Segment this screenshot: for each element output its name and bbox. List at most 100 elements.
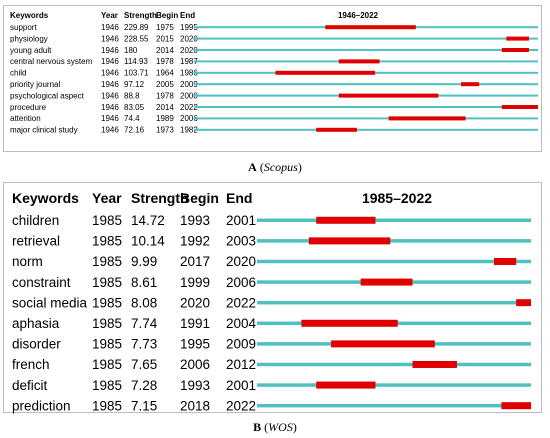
keyword-label: physiology xyxy=(10,34,48,43)
end-value: 2022 xyxy=(226,295,256,310)
end-value: 2001 xyxy=(226,378,256,393)
caption-letter: B xyxy=(253,420,262,434)
keyword-label: retrieval xyxy=(12,234,60,249)
burst-bar xyxy=(501,402,531,410)
keyword-label: aphasia xyxy=(12,316,60,331)
end-value: 2001 xyxy=(226,213,256,228)
timeline-baseline xyxy=(257,300,531,305)
timeline-baseline xyxy=(194,106,538,108)
header-year: Year xyxy=(101,11,118,20)
end-value: 2004 xyxy=(226,316,257,331)
year-value: 1946 xyxy=(101,46,119,55)
begin-value: 1991 xyxy=(180,316,210,331)
header-end: End xyxy=(180,11,195,20)
keyword-label: attention xyxy=(10,114,41,123)
burst-bar xyxy=(338,59,380,64)
strength-value: 7.73 xyxy=(131,337,157,352)
year-value: 1946 xyxy=(101,23,119,32)
keyword-label: children xyxy=(12,213,59,228)
burst-bar xyxy=(412,360,457,368)
strength-value: 7.15 xyxy=(131,398,157,413)
timeline-baseline xyxy=(257,383,531,387)
burst-row: deficit 1985 7.28 1993 2001 xyxy=(12,378,531,393)
strength-value: 10.14 xyxy=(131,234,165,249)
strength-value: 88.8 xyxy=(124,91,140,100)
burst-bar xyxy=(316,216,376,224)
burst-bar xyxy=(316,127,357,132)
begin-value: 2015 xyxy=(156,34,174,43)
burst-bar xyxy=(316,381,376,389)
keyword-label: norm xyxy=(12,254,43,269)
keyword-label: priority journal xyxy=(10,80,60,89)
begin-value: 1995 xyxy=(180,337,210,352)
strength-value: 74.4 xyxy=(124,114,140,123)
begin-value: 2014 xyxy=(156,46,174,55)
timeline-baseline xyxy=(257,259,531,264)
burst-row: french 1985 7.65 2006 2012 xyxy=(12,357,531,372)
header-keywords: Keywords xyxy=(12,190,79,206)
burst-chart-scopus: Keywords Year Strength Begin End 1946–2022 sup… xyxy=(10,11,538,135)
end-value: 2000 xyxy=(180,91,198,100)
burst-row: support 1946 229.89 1975 1995 xyxy=(10,23,538,32)
strength-value: 14.72 xyxy=(131,213,165,228)
burst-row: constraint 1985 8.61 1999 2006 xyxy=(12,275,531,290)
caption-wos: B (WOS) xyxy=(253,420,297,434)
begin-value: 2020 xyxy=(180,295,210,310)
strength-value: 114.93 xyxy=(124,57,148,66)
burst-row: major clinical study 1946 72.16 1973 1982 xyxy=(10,126,538,135)
burst-row: child 1946 103.71 1964 1986 xyxy=(10,69,538,78)
year-value: 1946 xyxy=(101,80,119,89)
burst-row: social media 1985 8.08 2020 2022 xyxy=(12,295,531,310)
burst-bar xyxy=(331,340,435,348)
begin-value: 2018 xyxy=(180,398,210,413)
burst-row: attention 1946 74.4 1989 2006 xyxy=(10,114,538,123)
begin-value: 1978 xyxy=(156,57,174,66)
end-value: 2022 xyxy=(180,103,198,112)
timeline-baseline xyxy=(194,49,538,51)
end-value: 2020 xyxy=(180,34,198,43)
year-value: 1985 xyxy=(92,316,122,331)
begin-value: 1973 xyxy=(156,126,174,135)
end-value: 1987 xyxy=(180,57,198,66)
begin-value: 1964 xyxy=(156,69,174,78)
burst-bar xyxy=(301,319,398,327)
burst-row: prediction 1985 7.15 2018 2022 xyxy=(12,398,531,413)
burst-table-wos: Keywords Year Strength Begin End 1985–2022 chi… xyxy=(3,182,542,413)
strength-value: 8.08 xyxy=(131,295,157,310)
caption-scopus: A (Scopus) xyxy=(248,160,302,174)
burst-row: retrieval 1985 10.14 1992 2003 xyxy=(12,234,531,249)
header-begin: Begin xyxy=(180,190,219,206)
year-value: 1985 xyxy=(92,295,122,310)
burst-bar xyxy=(360,278,413,286)
header-keywords: Keywords xyxy=(10,11,49,20)
keyword-label: french xyxy=(12,357,50,372)
strength-value: 180 xyxy=(124,46,138,55)
year-value: 1946 xyxy=(101,34,119,43)
burst-bar xyxy=(338,93,439,98)
burst-row: psychological aspect 1946 88.8 1978 2000 xyxy=(10,91,538,100)
year-value: 1946 xyxy=(101,126,119,135)
strength-value: 103.71 xyxy=(124,69,149,78)
burst-bar xyxy=(493,257,517,265)
header-year: Year xyxy=(92,190,122,206)
end-value: 1995 xyxy=(180,23,198,32)
year-value: 1946 xyxy=(101,69,119,78)
keyword-label: constraint xyxy=(12,275,71,290)
year-value: 1985 xyxy=(92,337,122,352)
keyword-label: central nervous system xyxy=(10,57,93,66)
timeline-baseline xyxy=(194,37,538,40)
end-value: 2022 xyxy=(226,398,256,413)
burst-row: children 1985 14.72 1993 2001 xyxy=(12,213,531,228)
burst-bar xyxy=(388,116,466,121)
keyword-label: child xyxy=(10,69,26,78)
begin-value: 2006 xyxy=(180,357,210,372)
keyword-label: major clinical study xyxy=(10,126,78,135)
caption-letter: A xyxy=(248,160,257,174)
header-end: End xyxy=(226,190,252,206)
keyword-label: psychological aspect xyxy=(10,91,85,100)
burst-bar xyxy=(501,48,529,52)
header-begin: Begin xyxy=(156,11,178,20)
end-value: 2003 xyxy=(226,234,256,249)
keyword-label: support xyxy=(10,23,37,32)
